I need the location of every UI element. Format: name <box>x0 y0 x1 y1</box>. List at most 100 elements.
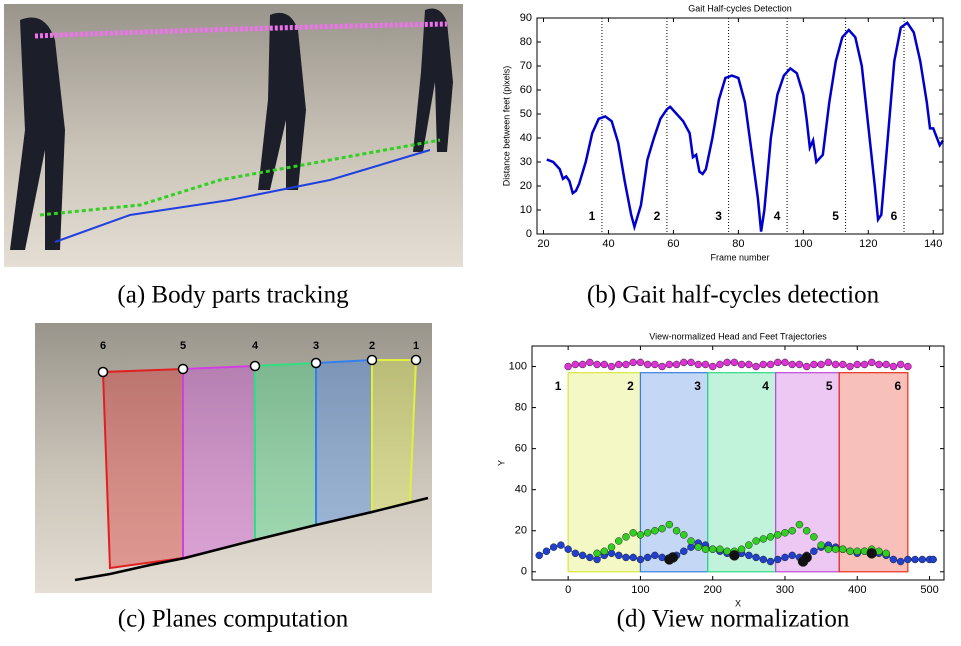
photo-c <box>35 323 432 593</box>
trajectory-point <box>680 531 688 539</box>
trajectory-point <box>839 360 847 369</box>
y-axis-label: Y <box>496 460 506 466</box>
y-tick-label: 60 <box>520 84 532 96</box>
trajectory-point <box>737 545 746 553</box>
trajectory-point <box>708 545 717 553</box>
trajectory-point <box>889 555 898 564</box>
x-tick-label: 500 <box>920 584 938 596</box>
y-tick-label: 90 <box>520 12 532 24</box>
trajectory-point <box>564 545 572 553</box>
trajectory-point <box>571 360 580 369</box>
x-tick-label: 0 <box>565 584 571 596</box>
x-axis-label: Frame number <box>710 252 769 262</box>
trajectory-point <box>889 362 898 371</box>
trajectory-point <box>882 360 890 369</box>
caption: (c) Planes computation <box>118 606 349 633</box>
trajectory-point <box>658 362 666 371</box>
y-tick-label: 40 <box>520 132 532 144</box>
plane-label: 1 <box>555 379 562 393</box>
trajectory-point <box>788 360 796 369</box>
trajectory-point <box>643 360 652 369</box>
trajectory-point <box>860 360 869 369</box>
trajectory-point <box>636 555 645 564</box>
trajectory-point <box>810 360 818 369</box>
half-cycle-label: 6 <box>891 209 898 223</box>
y-tick-label: 50 <box>520 108 532 120</box>
x-tick-label: 200 <box>704 584 722 596</box>
chart-d: View-normalized Head and Feet Trajectori… <box>496 331 945 608</box>
plane-label: 2 <box>369 340 375 352</box>
trajectory-point <box>564 362 572 371</box>
x-tick-label: 120 <box>859 238 877 250</box>
plane-label: 3 <box>313 340 319 352</box>
y-tick-label: 10 <box>520 204 532 216</box>
plane-label: 5 <box>826 379 833 393</box>
y-tick-label: 0 <box>526 228 532 240</box>
trajectory-point <box>918 555 927 564</box>
trajectory-point <box>866 548 877 559</box>
y-tick-label: 20 <box>515 525 527 537</box>
trajectory-point <box>875 360 883 369</box>
trajectory-point <box>672 526 681 535</box>
plane-region <box>639 372 709 573</box>
plane-label: 4 <box>762 379 769 393</box>
trajectory-point <box>593 549 601 558</box>
x-tick-label: 100 <box>794 238 812 250</box>
trajectory-point <box>831 545 840 553</box>
y-tick-label: 60 <box>515 443 527 455</box>
axes-frame <box>531 345 945 581</box>
trajectory-point <box>781 553 789 562</box>
trajectory-point <box>723 358 731 367</box>
trajectory-point <box>795 520 804 529</box>
trajectory-point <box>701 360 710 369</box>
plane-label: 5 <box>180 340 186 352</box>
plane-region <box>838 372 909 573</box>
y-tick-label: 40 <box>515 484 527 496</box>
trajectory-point <box>622 360 630 369</box>
y-tick-label: 70 <box>520 60 532 72</box>
trajectory-point <box>557 541 565 549</box>
trajectory-point <box>745 360 753 369</box>
plane-region <box>774 372 840 573</box>
plot-area <box>532 346 944 580</box>
trajectory-point <box>817 360 825 369</box>
trajectory-point <box>788 551 796 560</box>
trajectory-point <box>672 360 681 369</box>
trajectory-point <box>694 543 702 551</box>
caption: (d) View normalization <box>617 606 850 633</box>
trajectory-point <box>752 553 760 562</box>
trajectory-point <box>600 547 609 556</box>
trajectory-point <box>578 360 587 369</box>
trajectory-point <box>665 360 674 369</box>
x-tick-label: 400 <box>848 584 866 596</box>
half-cycle-label: 4 <box>774 209 781 223</box>
trajectory-point <box>636 531 645 539</box>
trajectory-point <box>716 360 724 369</box>
chart-title: Gait Half-cycles Detection <box>688 3 792 13</box>
trajectory-point <box>766 533 775 541</box>
trajectory-point <box>788 526 796 535</box>
trajectory-point <box>622 553 630 562</box>
photo-a <box>4 4 463 267</box>
trajectory-point <box>824 358 833 367</box>
x-axis-label: X <box>735 598 741 608</box>
plane-label: 2 <box>627 379 634 393</box>
caption: (b) Gait half-cycles detection <box>587 282 880 309</box>
trajectory-point <box>571 549 580 558</box>
half-cycle-label: 1 <box>589 209 596 223</box>
caption: (a) Body parts tracking <box>117 282 349 309</box>
trajectory-point <box>896 557 905 566</box>
trajectory-point <box>607 362 616 371</box>
trajectory-point <box>687 537 695 545</box>
y-tick-label: 80 <box>520 36 532 48</box>
trajectory-point <box>651 360 659 369</box>
trajectory-point <box>759 535 768 543</box>
plane-labels: 6 5 4 3 2 1 <box>100 340 419 352</box>
trajectory-point <box>904 362 912 371</box>
plane-label: 3 <box>694 379 701 393</box>
x-tick-label: 80 <box>732 238 744 250</box>
trajectory-point <box>810 533 818 541</box>
trajectory-point <box>774 531 782 539</box>
